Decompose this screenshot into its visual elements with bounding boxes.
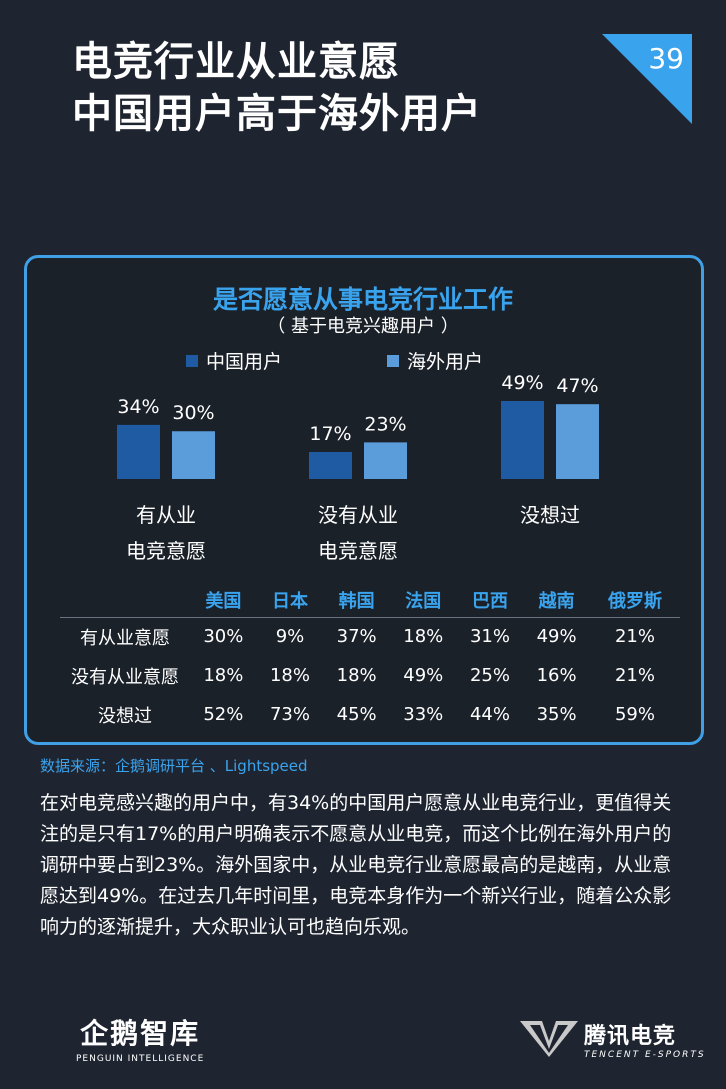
legend-swatch-china: [186, 354, 198, 367]
page-title-line2: 中国用户高于海外用户: [72, 91, 482, 137]
table-cell: 18%: [403, 626, 444, 648]
table-cell: 9%: [275, 626, 305, 648]
table-cell: 18%: [336, 665, 377, 686]
bar-overseas-2: [556, 404, 599, 479]
data-label-overseas-1: 23%: [364, 413, 406, 435]
table-cell: 16%: [536, 665, 577, 686]
table-corner-cell: [60, 583, 190, 618]
logo-left-en: PENGUIN INTELLIGENCE: [76, 1054, 205, 1064]
page-title-line1: 电竞行业从业意愿: [72, 39, 400, 85]
legend-item-overseas: 海外用户: [387, 347, 483, 374]
legend-item-china: 中国用户: [186, 347, 282, 374]
table-header-row: 美国 日本 韩国 法国 巴西 越南 俄罗斯: [60, 583, 680, 618]
bar-china-0: [117, 424, 160, 479]
legend-label-overseas: 海外用户: [407, 351, 484, 373]
table-cell: 21%: [614, 626, 655, 648]
data-label-china-1: 17%: [309, 423, 351, 445]
table-cell: 31%: [469, 626, 510, 648]
table-column-header: 韩国: [323, 583, 390, 618]
bar-chart: 34% 17% 49% 30% 23% 47%: [117, 372, 599, 479]
category-label-2-line-0: 没想过: [520, 503, 580, 527]
category-label-1-line-0: 没有从业: [318, 503, 398, 527]
table-cell: 21%: [614, 665, 655, 686]
chart-panel: [24, 255, 704, 745]
category-label-0-line-0: 有从业: [136, 503, 196, 527]
page-title: 电竞行业从业意愿 中国用户高于海外用户: [72, 36, 482, 140]
table-row-label: 有从业意愿: [80, 627, 170, 649]
page-number: 39: [648, 42, 684, 75]
table-column-header: 日本: [256, 583, 324, 618]
bar-overseas-1: [364, 442, 407, 479]
chart-title: 是否愿意从事电竞行业工作: [212, 285, 513, 314]
legend-swatch-overseas: [387, 354, 399, 367]
category-label-0-line-1: 电竞意愿: [126, 539, 206, 563]
data-label-china-0: 34%: [117, 396, 159, 418]
tencent-esports-logo: 腾讯电竞 TENCENT E-SPORTS: [520, 1018, 706, 1060]
table-cell: 45%: [336, 704, 377, 725]
tencent-esports-emblem-icon: [520, 1021, 578, 1057]
table-column-header: 越南: [523, 583, 590, 618]
table-column-header: 巴西: [456, 583, 524, 618]
table-cell: 25%: [469, 665, 510, 686]
table-row: 没想过 52% 73% 45% 33% 44% 35% 59%: [60, 695, 680, 734]
data-label-overseas-2: 47%: [556, 375, 598, 397]
table-column-header: 美国: [190, 583, 257, 618]
table-row: 有从业意愿 30% 9% 37% 18% 31% 49% 21%: [60, 617, 680, 656]
data-label-overseas-0: 30%: [172, 402, 214, 424]
category-label-2: 没想过: [470, 497, 630, 533]
body-paragraph: 在对电竞感兴趣的用户中，有34%的中国用户愿意从业电竞行业，更值得关注的是只有1…: [40, 792, 672, 938]
bar-china-2: [501, 401, 544, 479]
bar-overseas-0: [172, 431, 215, 479]
table-cell: 33%: [403, 704, 444, 725]
bar-china-1: [309, 451, 352, 479]
category-label-1: 没有从业 电竞意愿: [278, 497, 438, 569]
table-cell: 35%: [536, 704, 577, 725]
data-source: 数据来源：企鹅调研平台 、Lightspeed: [40, 757, 308, 775]
table-cell: 52%: [203, 704, 244, 725]
table-cell: 49%: [403, 665, 444, 686]
table-cell: 49%: [536, 626, 577, 648]
logo-right-cn: 腾讯电竞: [584, 1024, 677, 1049]
table-row: 没有从业意愿 18% 18% 18% 49% 25% 16% 21%: [60, 656, 680, 695]
table-cell: 30%: [203, 626, 244, 648]
corner-badge: [602, 34, 692, 124]
table-column-header: 俄罗斯: [589, 583, 680, 618]
table-row-label: 没有从业意愿: [71, 666, 179, 688]
table-column-header: 法国: [389, 583, 457, 618]
chart-subtitle: （ 基于电竞兴趣用户 ）: [267, 316, 459, 337]
penguin-intelligence-logo: 企鹅智库 PENGUIN INTELLIGENCE: [76, 1012, 204, 1064]
category-label-0: 有从业 电竞意愿: [86, 497, 246, 569]
legend-label-china: 中国用户: [206, 351, 283, 373]
table-cell: 44%: [469, 704, 510, 725]
data-label-china-2: 49%: [501, 372, 543, 394]
table-row-label: 没想过: [98, 705, 152, 727]
table-cell: 18%: [269, 665, 310, 686]
category-label-1-line-1: 电竞意愿: [318, 539, 398, 563]
table-cell: 73%: [269, 704, 310, 725]
logo-right-en: TENCENT E-SPORTS: [584, 1050, 706, 1060]
country-table: 美国 日本 韩国 法国 巴西 越南 俄罗斯 有从业意愿 30% 9% 37% 18% 31% 49% 21…: [60, 583, 680, 734]
table-cell: 59%: [614, 704, 655, 725]
table-cell: 18%: [203, 665, 244, 686]
table-cell: 37%: [336, 626, 377, 648]
logo-left-cn: 企鹅智库: [80, 1017, 201, 1050]
